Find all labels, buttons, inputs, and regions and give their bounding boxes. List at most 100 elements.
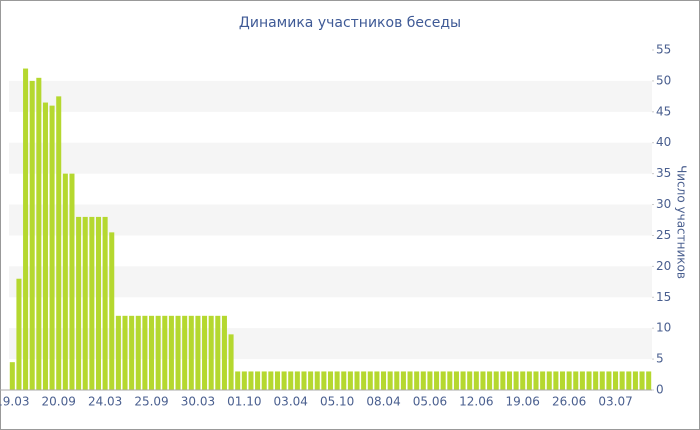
x-tick-label: 20.09 [42,395,76,409]
bar [354,371,360,390]
bar [513,371,519,390]
bar [387,371,393,390]
x-tick-label: 26.06 [552,395,586,409]
bar [122,315,128,390]
bar [215,315,221,390]
bar [467,371,473,390]
bar [268,371,274,390]
bar [149,315,155,390]
x-tick-label: 19.06 [506,395,540,409]
bar [69,173,75,390]
bar [334,371,340,390]
bar [526,371,532,390]
y-tick-label: 5 [656,352,664,366]
bar [102,216,108,390]
grid-band [9,266,652,298]
bar [341,371,347,390]
x-tick-label: 03.07 [598,395,632,409]
bar [613,371,619,390]
bar [487,371,493,390]
x-tick-label: 05.10 [320,395,354,409]
bar [82,216,88,390]
bar [626,371,632,390]
chart-title: Динамика участников беседы [239,15,461,31]
bar [440,371,446,390]
bar [301,371,307,390]
x-tick-label: 03.04 [274,395,308,409]
bar [168,315,174,390]
bar [129,315,135,390]
bar [400,371,406,390]
x-tick-label: 08.04 [366,395,400,409]
bar [321,371,327,390]
bar [274,371,280,390]
bar [407,371,413,390]
bar [327,371,334,390]
bar [573,371,579,390]
grid-band [9,142,652,174]
bar [540,371,546,390]
bar [480,371,486,390]
x-tick-label: 01.10 [227,395,261,409]
bar [447,371,453,390]
bar [632,371,638,390]
bar [566,371,572,390]
x-tick-label: 12.06 [459,395,493,409]
grid-band [9,80,652,112]
bar [520,371,526,390]
bar [135,315,141,390]
x-tick-label: 05.06 [413,395,447,409]
bar [553,371,559,390]
bar [76,216,82,390]
bar [182,315,188,390]
grid-band [9,204,652,236]
bar [533,371,539,390]
bar [646,371,652,390]
bar [586,371,592,390]
bar [599,371,605,390]
bar [288,371,294,390]
bar [606,371,612,390]
bar [221,315,227,390]
bar [255,371,261,390]
x-tick-label: 24.03 [88,395,122,409]
bar [294,371,300,390]
y-tick-label: 10 [656,321,671,335]
bar [248,371,254,390]
y-tick-label: 20 [656,259,671,273]
bar [175,315,181,390]
bar [453,371,459,390]
bar [162,315,168,390]
bar [420,371,426,390]
bar [546,371,552,390]
bar [109,232,115,390]
bar [593,371,599,390]
bar [195,315,201,390]
bar [394,371,400,390]
bar [16,278,22,390]
y-tick-label: 45 [656,104,671,118]
bar [9,362,15,390]
y-axis-label: Число участников [675,165,689,279]
y-tick-label: 15 [656,290,671,304]
bar [42,102,48,390]
bar [579,371,585,390]
bar [188,315,194,390]
bar [460,371,466,390]
y-tick-label: 55 [656,43,671,57]
bar [155,315,161,390]
y-tick-label: 50 [656,73,671,87]
bar [619,371,625,390]
bar [89,216,95,390]
bar [473,371,479,390]
bar [374,371,380,390]
y-tick-label: 30 [656,197,671,211]
bar [314,371,320,390]
bar [500,371,506,390]
bar [434,371,440,390]
bar [361,371,367,390]
y-tick-label: 35 [656,166,671,180]
bar [308,371,314,390]
bar [241,371,247,390]
